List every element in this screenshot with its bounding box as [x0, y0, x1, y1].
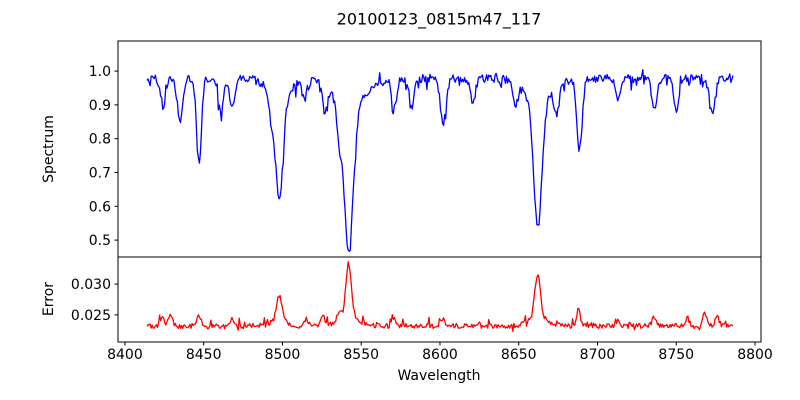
spectrum-y-tick-label: 0.9 [89, 98, 111, 114]
spectrum-y-tick-label: 0.7 [89, 165, 111, 181]
x-tick-label: 8650 [501, 347, 537, 363]
spectrum-y-tick-label: 0.8 [89, 132, 111, 148]
x-axis-label: Wavelength [397, 368, 481, 384]
chart-title: 20100123_0815m47_117 [336, 9, 542, 29]
spectrum-y-tick-label: 0.6 [89, 199, 111, 215]
x-tick-label: 8700 [580, 347, 616, 363]
x-tick-label: 8500 [265, 347, 301, 363]
x-tick-label: 8450 [186, 347, 222, 363]
spectrum-y-tick-label: 1.0 [89, 64, 111, 80]
error-line [146, 261, 734, 333]
spectrum-y-axis-label: Spectrum [41, 115, 57, 183]
error-y-tick-label: 0.030 [71, 277, 111, 293]
x-tick-label: 8400 [107, 347, 143, 363]
spectrum-y-tick-label: 0.5 [89, 233, 111, 249]
x-tick-label: 8800 [737, 347, 773, 363]
x-tick-label: 8750 [658, 347, 694, 363]
error-panel-frame [117, 256, 762, 343]
spectrum-panel-frame [117, 40, 762, 258]
spectrum-line [146, 69, 734, 252]
x-tick-label: 8550 [343, 347, 379, 363]
error-y-tick-label: 0.025 [71, 308, 111, 324]
x-tick-label: 8600 [422, 347, 458, 363]
error-y-axis-label: Error [41, 281, 57, 317]
